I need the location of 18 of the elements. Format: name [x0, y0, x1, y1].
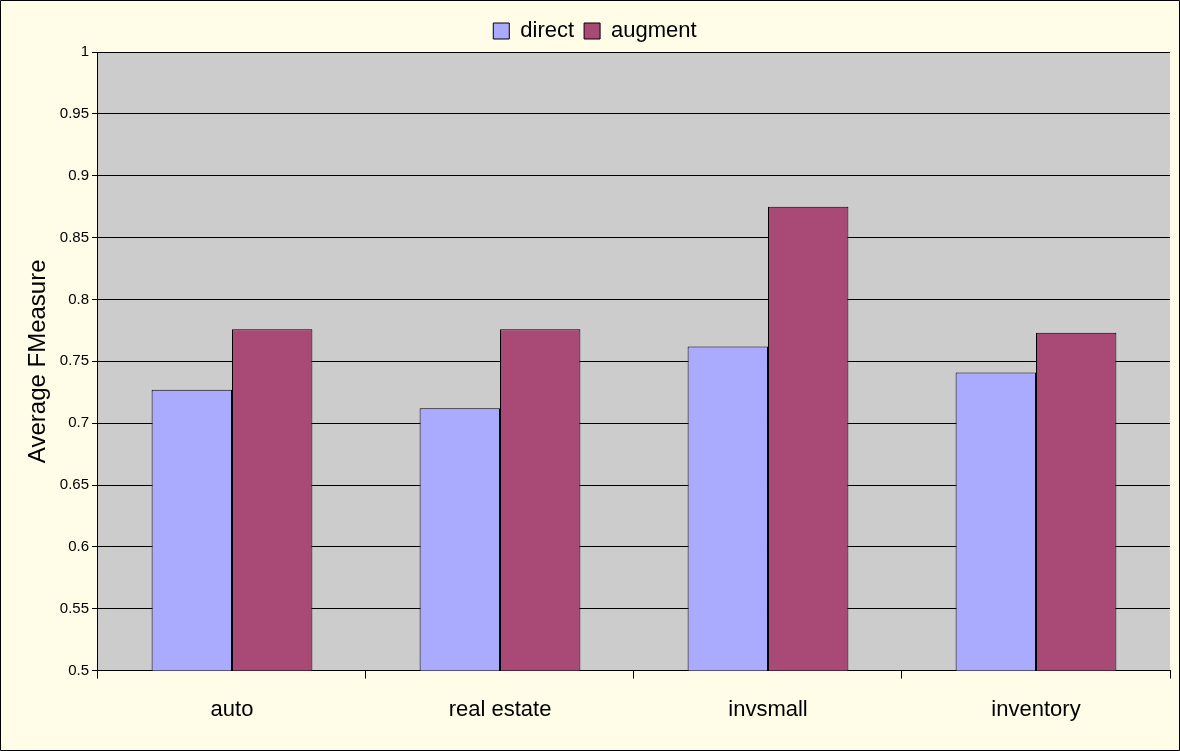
y-tick-label: 0.65: [59, 475, 89, 493]
y-axis-title: Average FMeasure: [23, 259, 51, 464]
legend-label: augment: [611, 17, 697, 43]
y-tick-label: 0.55: [59, 598, 89, 616]
y-tick-label: 0.75: [59, 351, 89, 369]
y-tick-label: 0.6: [68, 537, 89, 555]
y-tick-label: 0.95: [59, 104, 89, 121]
y-tick-label: 0.7: [68, 413, 89, 431]
x-tick-label: invsmall: [728, 695, 808, 721]
x-tick-label: auto: [210, 695, 254, 721]
y-tick-label: 0.9: [68, 165, 89, 183]
y-tick-label: 1: [80, 42, 89, 60]
x-tick-label: real estate: [448, 695, 552, 721]
y-tick-label: 0.8: [68, 289, 89, 307]
legend-label: direct: [520, 17, 575, 43]
y-tick-label: 0.5: [68, 660, 89, 678]
x-tick-label: inventory: [991, 695, 1081, 721]
y-tick-label: 0.85: [59, 227, 89, 245]
